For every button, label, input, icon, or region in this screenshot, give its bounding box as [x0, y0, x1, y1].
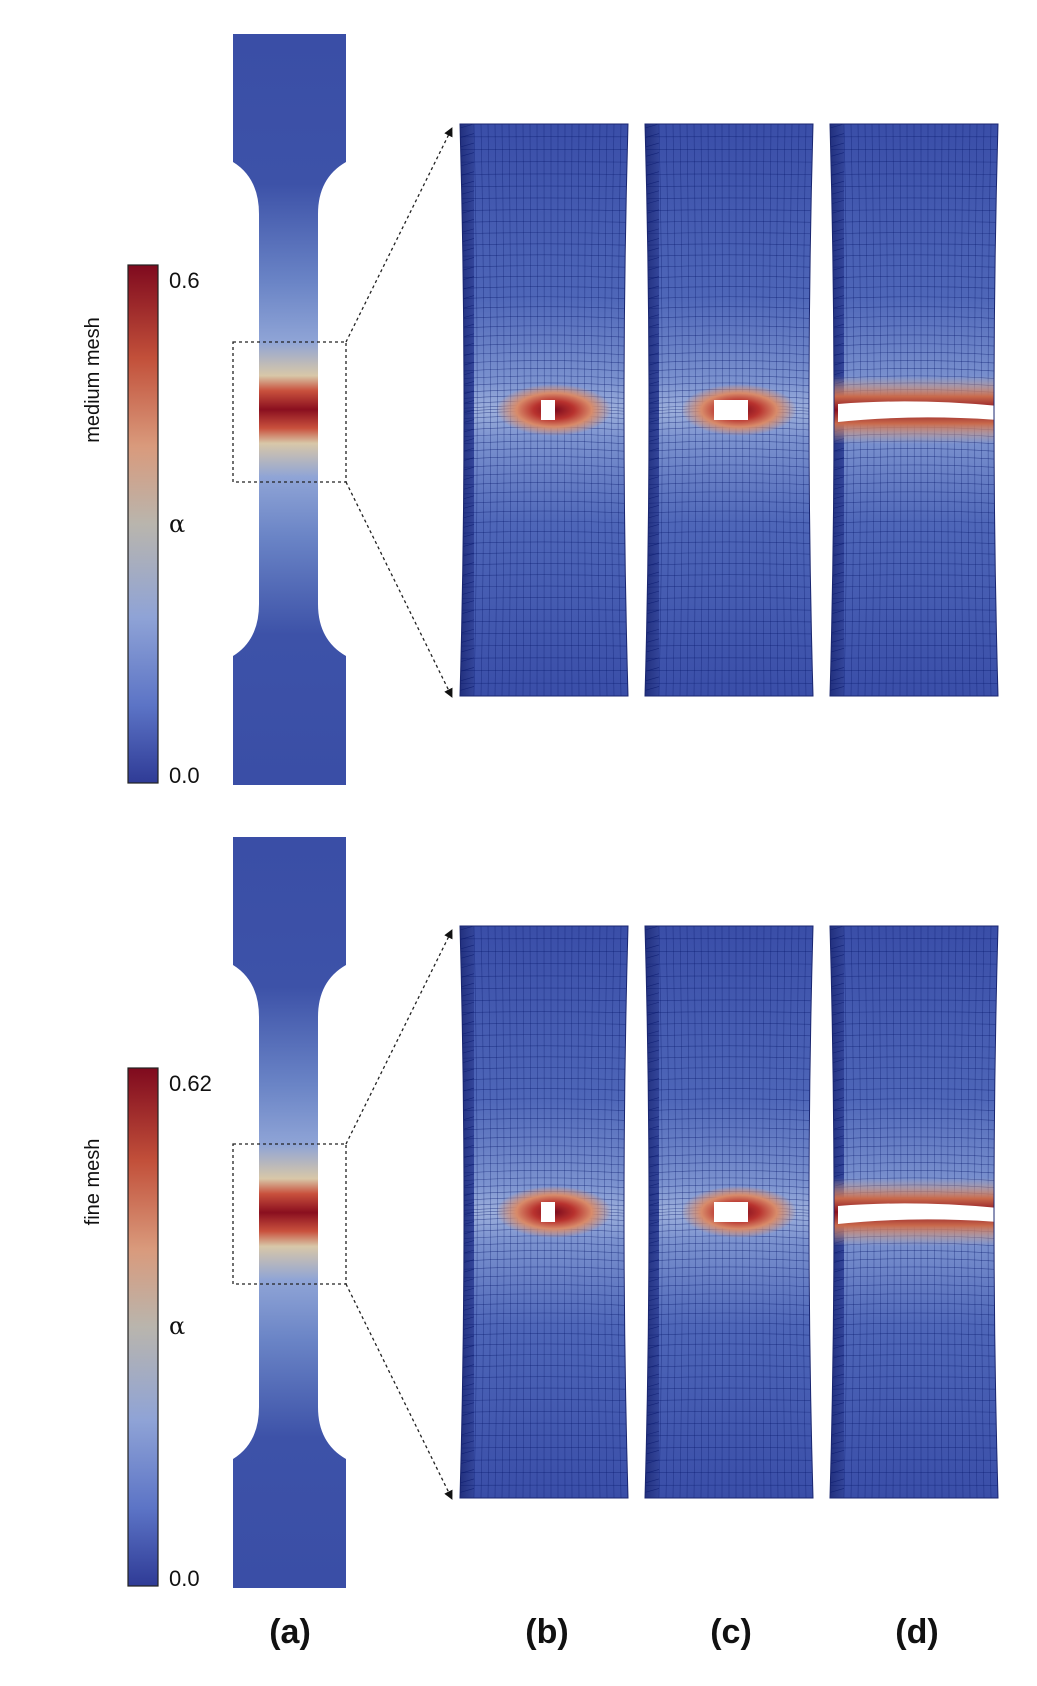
zoom-line-top [345, 929, 453, 1145]
colorbar-symbol: α [169, 510, 185, 538]
colorbar-max-label: 0.6 [169, 268, 200, 293]
zoom-box [232, 1143, 347, 1285]
panel-label-c: (c) [710, 1613, 752, 1651]
zoom-box [232, 341, 347, 483]
panel-label-d: (d) [895, 1613, 938, 1651]
colorbar-min-label: 0.0 [169, 1566, 200, 1591]
zoom-panel-b [459, 925, 629, 1499]
panel-label-a: (a) [269, 1613, 311, 1651]
crack-void [541, 1202, 555, 1222]
zoom-panel-c [644, 925, 814, 1499]
colorbar-symbol: α [169, 1312, 185, 1340]
specimen [233, 34, 346, 785]
crack-gap [838, 1203, 998, 1224]
zoom-panel-d [829, 925, 999, 1499]
zoom-line-top [345, 127, 453, 343]
zoom-panel-b [459, 123, 629, 697]
specimen [233, 837, 346, 1588]
zoom-line-bottom [345, 1283, 453, 1500]
colorbar [127, 1067, 159, 1587]
zoom-panel-c [644, 123, 814, 697]
crack-void [714, 1202, 748, 1222]
colorbar [127, 264, 159, 784]
zoom-line-bottom [345, 481, 453, 698]
colorbar-max-label: 0.62 [169, 1071, 212, 1096]
mesh-label: medium mesh [82, 317, 104, 443]
panel-label-b: (b) [525, 1613, 568, 1651]
mesh-label: fine mesh [82, 1139, 104, 1226]
row-fine-mesh: fine mesh 0.62 α 0.0 [82, 837, 999, 1591]
crack-void [714, 400, 748, 420]
crack-gap [838, 401, 998, 422]
crack-void [541, 400, 555, 420]
row-medium-mesh: medium mesh 0.6 α 0.0 [82, 34, 999, 788]
colorbar-min-label: 0.0 [169, 763, 200, 788]
zoom-panel-d [829, 123, 999, 697]
